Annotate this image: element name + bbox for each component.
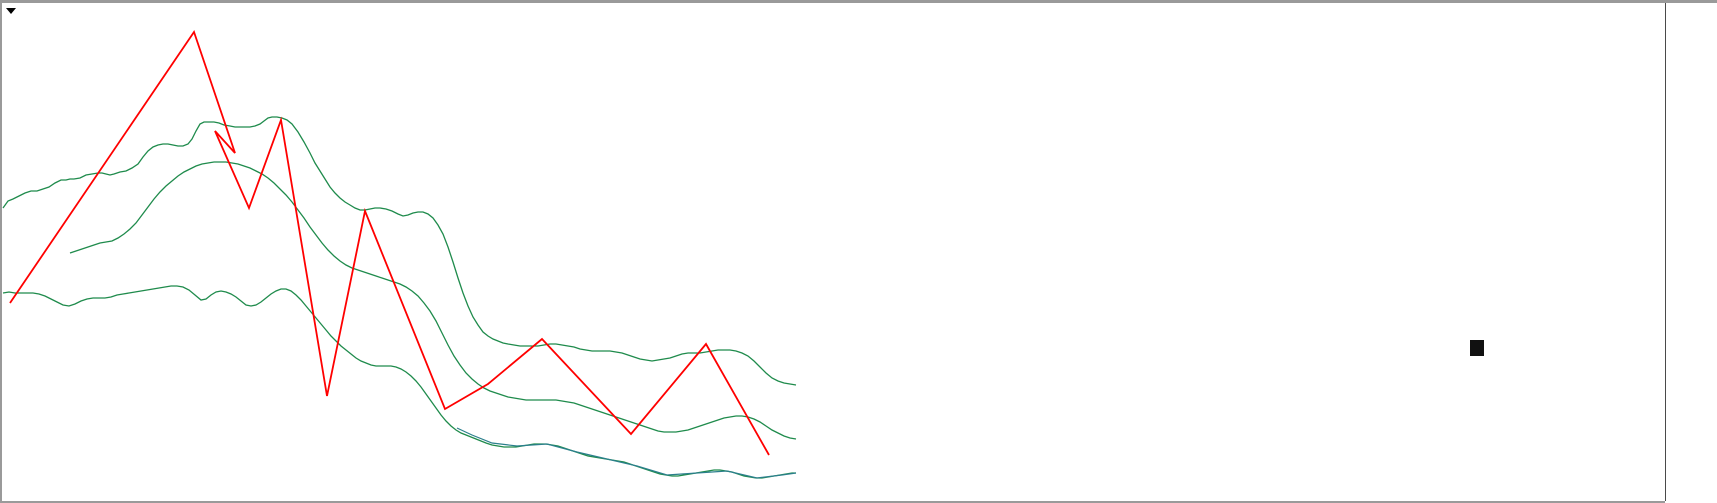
price-axis-line xyxy=(1665,3,1666,501)
triangle-down-icon[interactable] xyxy=(6,7,16,14)
bollinger-lower-band xyxy=(2,285,796,479)
chart-canvas xyxy=(2,29,797,479)
bollinger-middle-band xyxy=(69,161,797,440)
chart-plot-area[interactable] xyxy=(2,3,1665,501)
bollinger-upper-band xyxy=(2,116,797,386)
window-border-top xyxy=(0,0,1717,3)
window-border-bottom xyxy=(0,501,1717,503)
window-border-left xyxy=(0,0,2,503)
bollinger-lower-band-tail xyxy=(456,427,797,479)
chart-header xyxy=(6,3,29,18)
price-axis[interactable] xyxy=(1665,3,1717,503)
zigzag-indicator xyxy=(9,29,770,456)
bb-on-badge[interactable] xyxy=(1470,340,1484,356)
